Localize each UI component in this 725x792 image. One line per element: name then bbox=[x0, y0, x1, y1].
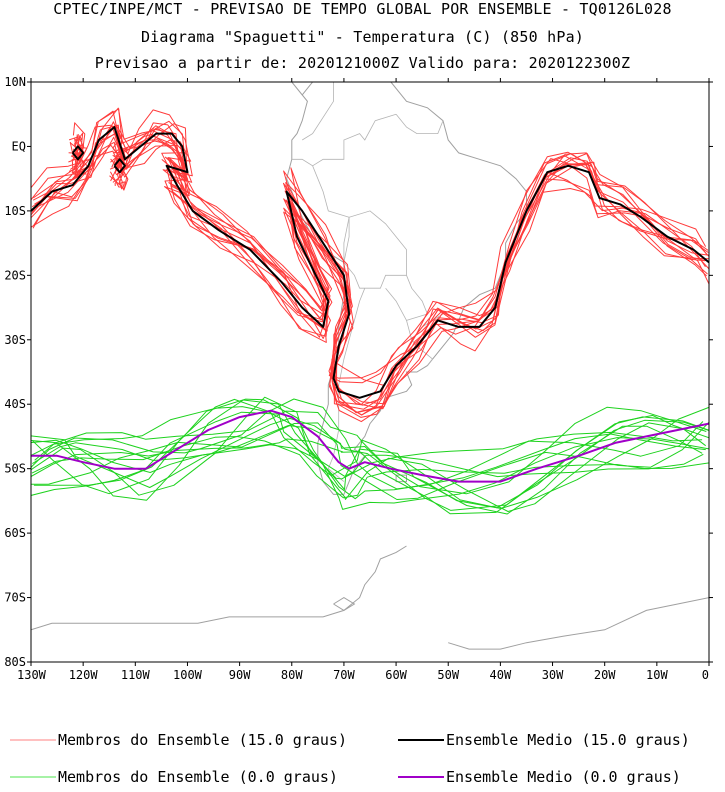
ensemble-member-line bbox=[33, 133, 708, 410]
ensemble-mean-0-layer bbox=[31, 409, 709, 483]
ensemble-member-line bbox=[32, 124, 706, 416]
ensemble-mean-15-layer bbox=[31, 126, 709, 399]
legend: Membros do Ensemble (15.0 graus) Ensemble… bbox=[10, 731, 690, 786]
coastline-segment bbox=[31, 545, 407, 631]
lat-tick-label: EQ bbox=[12, 139, 26, 153]
lat-tick-label: 30S bbox=[4, 333, 26, 347]
lon-tick-label: 120W bbox=[69, 668, 99, 682]
coastline-segment bbox=[333, 597, 356, 611]
coastline-segment bbox=[395, 474, 407, 483]
country-border bbox=[395, 113, 444, 134]
ensemble-mean-15-line bbox=[71, 145, 85, 161]
ensemble-member-line bbox=[31, 108, 709, 384]
country-border bbox=[312, 113, 397, 167]
lon-tick-label: 30W bbox=[542, 668, 564, 682]
latitude-axis: 10N EQ 10S 20S 30S 40S 50S 60S 70S 80S bbox=[4, 75, 713, 669]
legend-label: Membros do Ensemble (15.0 graus) bbox=[58, 731, 347, 749]
map-plot-area bbox=[31, 82, 709, 650]
lon-tick-label: 60W bbox=[385, 668, 407, 682]
lon-tick-label: 20W bbox=[594, 668, 616, 682]
coastline-segment bbox=[448, 597, 709, 650]
map-frame bbox=[30, 81, 710, 663]
coastline-layer bbox=[31, 82, 709, 650]
figure-title-line-2: Diagrama "Spaguetti" - Temperatura (C) (… bbox=[140, 28, 585, 46]
lon-tick-label: 100W bbox=[173, 668, 203, 682]
lon-tick-label: 70W bbox=[333, 668, 355, 682]
country-border bbox=[343, 210, 407, 289]
ensemble-member-line bbox=[68, 136, 85, 159]
coastline-segment bbox=[286, 82, 527, 495]
ensemble-mean-0-line bbox=[31, 409, 709, 483]
ensemble-member-line bbox=[31, 406, 703, 480]
ensemble-member-line bbox=[32, 124, 709, 414]
ensemble-member-line bbox=[31, 406, 709, 509]
country-border bbox=[301, 82, 334, 141]
lon-tick-label: 130W bbox=[17, 668, 47, 682]
ensemble-member-line bbox=[31, 421, 709, 500]
legend-label: Ensemble Medio (0.0 graus) bbox=[446, 768, 681, 786]
lat-tick-label: 80S bbox=[4, 655, 26, 669]
lat-tick-label: 10N bbox=[4, 75, 26, 89]
legend-label: Membros do Ensemble (0.0 graus) bbox=[58, 768, 338, 786]
ensemble-member-line bbox=[111, 147, 129, 168]
lon-tick-label: 110W bbox=[121, 668, 151, 682]
lat-tick-label: 10S bbox=[4, 204, 26, 218]
country-border bbox=[385, 275, 428, 321]
longitude-axis: 130W 120W 110W 100W 90W 80W 70W 60W 50W 40W 30W 20W… bbox=[17, 78, 710, 682]
legend-label: Ensemble Medio (15.0 graus) bbox=[446, 731, 690, 749]
legend-item: Membros do Ensemble (0.0 graus) bbox=[10, 768, 338, 786]
lon-tick-label: 0 bbox=[702, 668, 709, 682]
lat-tick-label: 60S bbox=[4, 526, 26, 540]
ensemble-member-line bbox=[31, 399, 703, 515]
ensemble-member-line bbox=[34, 125, 709, 410]
ensemble-member-line bbox=[31, 398, 704, 490]
ensemble-member-line bbox=[31, 439, 704, 478]
lat-tick-label: 20S bbox=[4, 268, 26, 282]
lon-tick-label: 10W bbox=[646, 668, 668, 682]
ensemble-member-line bbox=[31, 109, 709, 387]
figure-title-line-1: CPTEC/INPE/MCT - PREVISAO DE TEMPO GLOBA… bbox=[53, 0, 672, 18]
ensemble-member-line bbox=[31, 411, 709, 510]
lon-tick-label: 80W bbox=[281, 668, 303, 682]
ensemble-member-line bbox=[32, 416, 709, 511]
lon-tick-label: 40W bbox=[490, 668, 512, 682]
ensemble-member-line bbox=[31, 419, 709, 515]
country-border bbox=[327, 288, 366, 482]
ensemble-member-line bbox=[31, 124, 706, 418]
ensemble-member-line bbox=[31, 120, 707, 413]
country-border bbox=[291, 158, 350, 263]
lat-tick-label: 70S bbox=[4, 591, 26, 605]
ensemble-member-line bbox=[31, 396, 707, 512]
legend-item: Ensemble Medio (0.0 graus) bbox=[398, 768, 681, 786]
lon-tick-label: 90W bbox=[229, 668, 251, 682]
lon-tick-label: 50W bbox=[437, 668, 459, 682]
lat-tick-label: 50S bbox=[4, 462, 26, 476]
ensemble-mean-15-line bbox=[113, 158, 126, 174]
ensemble-mean-15-line bbox=[31, 126, 709, 399]
ensemble-member-line bbox=[74, 142, 85, 177]
ensemble-member-line bbox=[74, 134, 83, 155]
ensemble-members-0-layer bbox=[31, 396, 709, 515]
ensemble-member-line bbox=[31, 110, 709, 406]
ensemble-member-line bbox=[34, 406, 707, 495]
figure-title-line-3: Previsao a partir de: 2020121000Z Valido… bbox=[94, 54, 631, 72]
lat-tick-label: 40S bbox=[4, 397, 26, 411]
ensemble-members-15-layer bbox=[31, 107, 709, 423]
legend-item: Ensemble Medio (15.0 graus) bbox=[398, 731, 690, 749]
ensemble-member-line bbox=[109, 154, 128, 190]
legend-item: Membros do Ensemble (15.0 graus) bbox=[10, 731, 347, 749]
